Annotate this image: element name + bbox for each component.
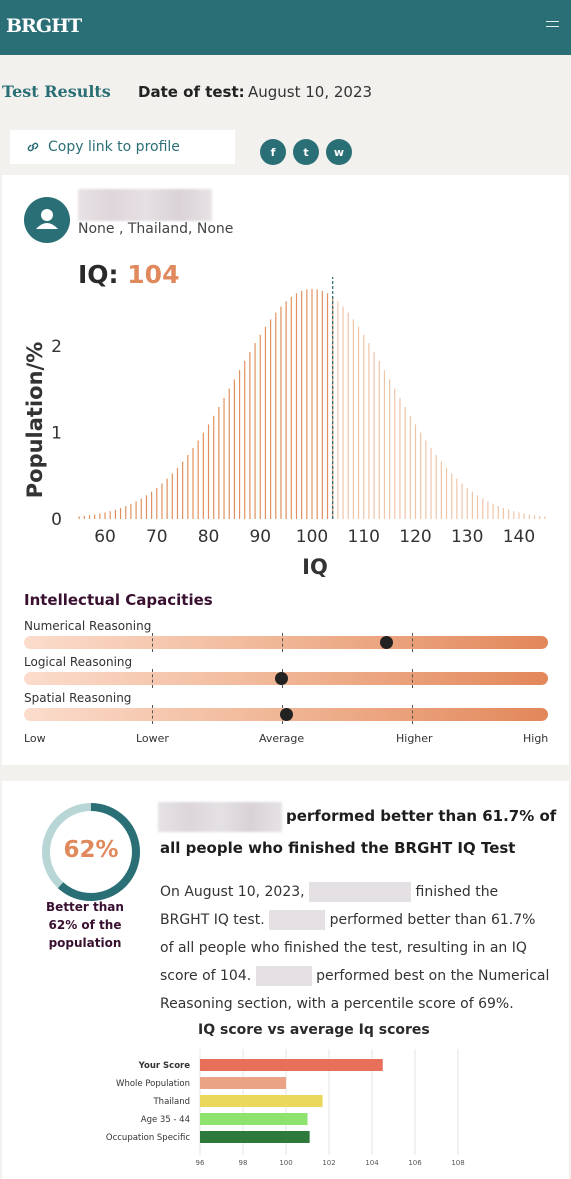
capacity-label-logical: Logical Reasoning: [24, 655, 133, 669]
iq-distribution-chart: 60 70 80 90 100 110 120 130 140 0 1 2 IQ Population/%: [23, 277, 546, 579]
para-text: On August 10, 2023,: [160, 884, 305, 900]
results-card: None , Thailand, None 60 70 80 90 100 110 120 1…: [2, 175, 569, 765]
scale-higher: Higher: [396, 732, 433, 745]
top-bar: BRGHT: [0, 0, 571, 55]
capacities-title: Intellectual Capacities: [24, 591, 213, 609]
percentile-ring: [42, 803, 140, 901]
scale-lower: Lower: [136, 732, 169, 745]
x-tick-label: 120: [399, 527, 431, 547]
whatsapp-icon[interactable]: w: [326, 139, 352, 165]
scale-high: High: [523, 732, 549, 745]
x-tick-label: 100: [296, 527, 328, 547]
tick-mark: [152, 705, 154, 724]
tick-mark: [412, 633, 414, 652]
x-tick-label: 108: [451, 1159, 464, 1167]
brand-logo[interactable]: BRGHT: [6, 15, 82, 37]
redacted-name: [158, 802, 282, 832]
x-tick-label: 96: [196, 1159, 205, 1167]
link-icon: [27, 142, 39, 152]
capacity-marker: [274, 672, 288, 685]
capacity-marker: [280, 708, 293, 721]
para-text: finished the BRGHT IQ test.: [160, 884, 499, 928]
capacity-bar-numerical: [24, 633, 548, 652]
tick-mark: [152, 669, 154, 688]
user-icon: [36, 209, 58, 229]
date-label: Date of test:: [138, 83, 245, 101]
bar: [200, 1113, 308, 1125]
percentile-card: 62% Better than 62% of the population pe…: [2, 781, 569, 1179]
tick-mark: [412, 705, 414, 724]
category-label: Thailand: [152, 1097, 190, 1107]
iq-score-value: 104: [127, 260, 180, 289]
category-label: Age 35 - 44: [141, 1115, 190, 1125]
bar: [200, 1077, 286, 1089]
y-tick-label: 1: [51, 423, 62, 443]
copy-link-label: Copy link to profile: [48, 139, 180, 155]
category-label: Occupation Specific: [106, 1133, 190, 1143]
summary-paragraph: On August 10, 2023, finished the BRGHT I…: [160, 878, 550, 1018]
headline-line1: performed better than 61.7% of: [286, 807, 557, 825]
capacity-bar-logical: [24, 669, 548, 688]
copy-link-button[interactable]: Copy link to profile: [10, 130, 235, 164]
x-tick-label: 70: [146, 527, 168, 547]
comparison-chart-title: IQ score vs average Iq scores: [198, 1022, 430, 1038]
x-tick-label: 140: [503, 527, 535, 547]
x-tick-label: 130: [451, 527, 483, 547]
bar: [200, 1095, 323, 1107]
bar: [200, 1131, 310, 1143]
capacity-label-spatial: Spatial Reasoning: [24, 691, 132, 705]
x-tick-label: 102: [322, 1159, 335, 1167]
scale-low: Low: [24, 732, 46, 745]
x-tick-label: 110: [348, 527, 380, 547]
avatar: [24, 197, 70, 243]
headline-line2: all people who finished the BRGHT IQ Tes…: [160, 839, 516, 857]
facebook-icon[interactable]: f: [260, 139, 286, 165]
capacity-marker: [379, 636, 393, 649]
date-value: August 10, 2023: [248, 83, 373, 101]
para-text: performed better than 61.7% of all peopl…: [160, 912, 536, 984]
percentile-caption: Better than 62% of the population: [46, 900, 124, 950]
hamburger-icon[interactable]: [546, 21, 559, 30]
redacted-name: [269, 910, 326, 930]
redacted-name: [255, 966, 312, 986]
iq-prefix: IQ:: [78, 260, 119, 289]
x-axis-label: IQ: [302, 555, 328, 579]
x-tick-label: 90: [249, 527, 271, 547]
comparison-bar-chart: 96 98 100 102 104 106 108 Your Score Whole Popul…: [106, 1049, 465, 1167]
y-tick-label: 2: [51, 337, 62, 357]
category-label: Whole Population: [116, 1079, 190, 1089]
capacity-bar-spatial: [24, 705, 548, 724]
y-tick-label: 0: [51, 510, 62, 530]
para-text: performed best on the Numerical Reasonin…: [160, 968, 550, 1012]
twitter-icon[interactable]: t: [293, 139, 319, 165]
page-title: Test Results: [2, 82, 111, 101]
y-axis-label: Population/%: [23, 342, 47, 499]
redacted-name: [309, 882, 412, 902]
user-location: None , Thailand, None: [78, 221, 234, 237]
x-tick-label: 104: [365, 1159, 379, 1167]
x-tick-label: 60: [94, 527, 116, 547]
x-tick-label: 106: [408, 1159, 422, 1167]
iq-score-label: IQ: 104: [78, 260, 179, 289]
scale-average: Average: [259, 732, 305, 745]
percentile-value: 62%: [63, 837, 119, 863]
x-tick-label: 100: [279, 1159, 292, 1167]
tick-mark: [282, 633, 284, 652]
tick-mark: [412, 669, 414, 688]
bar: [200, 1059, 383, 1071]
category-label: Your Score: [138, 1061, 191, 1071]
capacity-label-numerical: Numerical Reasoning: [24, 619, 152, 633]
tick-mark: [152, 633, 154, 652]
redacted-name: [78, 189, 212, 221]
ring-progress: [42, 803, 140, 901]
x-tick-label: 98: [239, 1159, 248, 1167]
x-tick-label: 80: [198, 527, 220, 547]
